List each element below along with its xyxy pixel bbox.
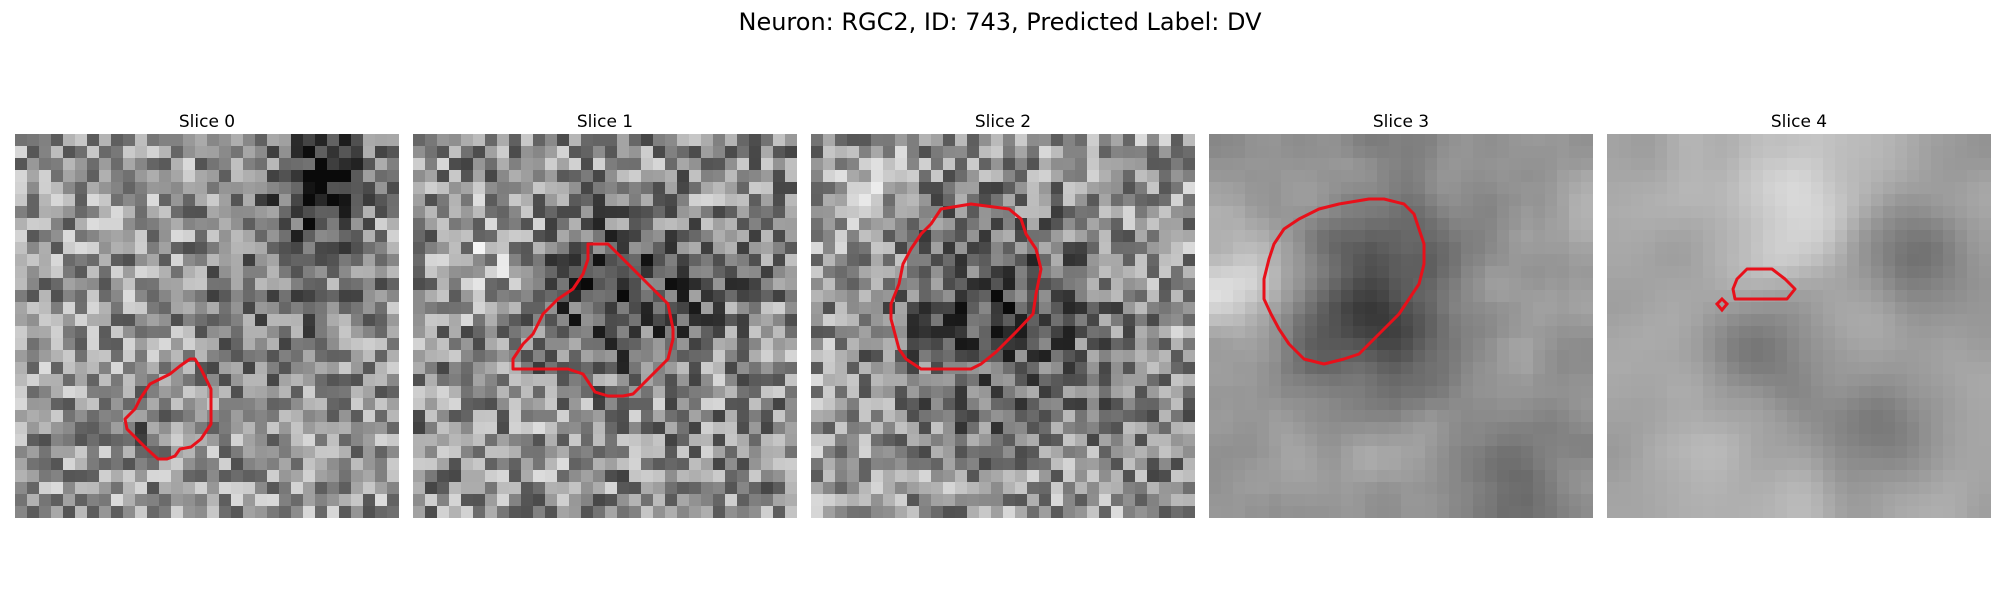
slice-title-2: Slice 2 — [974, 112, 1032, 132]
segmentation-outline — [511, 242, 675, 398]
segmentation-outline — [1262, 197, 1426, 366]
figure-title: Neuron: RGC2, ID: 743, Predicted Label: … — [738, 8, 1262, 36]
slice-title-1: Slice 1 — [576, 112, 634, 132]
slice-image-2 — [811, 134, 1195, 518]
slice-panel-0: Slice 0 — [15, 110, 399, 518]
segmentation-outline — [123, 357, 213, 461]
slice-image-0 — [15, 134, 399, 518]
slice-panel-1: Slice 1 — [413, 110, 797, 518]
slice-panel-3: Slice 3 — [1209, 110, 1593, 518]
slice-image-1 — [413, 134, 797, 518]
slice-image-4 — [1607, 134, 1991, 518]
slice-image-3 — [1209, 134, 1593, 518]
slice-title-4: Slice 4 — [1770, 112, 1828, 132]
slice-panel-4: Slice 4 — [1607, 110, 1991, 518]
segmentation-outline-fragment — [1714, 296, 1730, 313]
slice-title-0: Slice 0 — [178, 112, 236, 132]
segmentation-outline — [1731, 267, 1797, 301]
slice-panel-2: Slice 2 — [811, 110, 1195, 518]
slice-title-3: Slice 3 — [1372, 112, 1430, 132]
segmentation-outline — [889, 202, 1043, 371]
